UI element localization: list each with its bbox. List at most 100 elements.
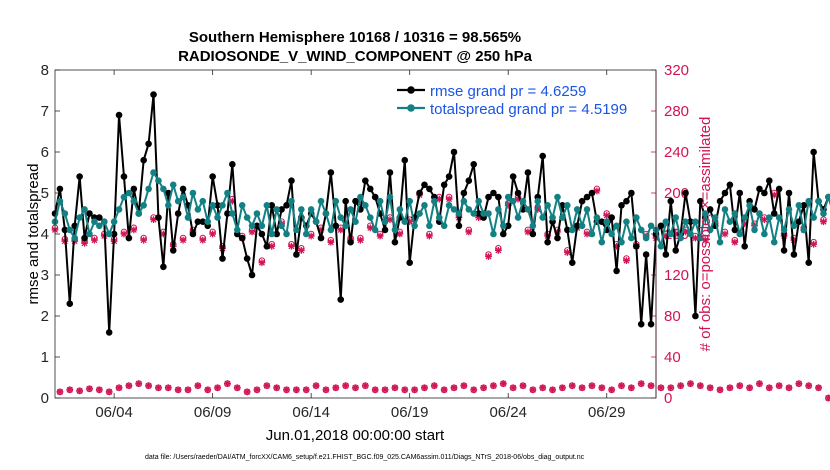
totalspread-point: [125, 189, 133, 197]
totalspread-point: [56, 197, 64, 205]
rmse-point: [632, 243, 640, 250]
rmse-point: [140, 156, 147, 164]
obs-assimilated-point: [135, 380, 143, 388]
obs-assimilated-point: [795, 380, 803, 388]
obs-assimilated-point: [337, 226, 345, 234]
obs-asterisk-stroke: [495, 247, 502, 254]
obs-asterisk-stroke: [66, 386, 73, 393]
obs-assimilated-point: [736, 382, 744, 390]
obs-assimilated-point: [115, 384, 123, 392]
rmse-point: [189, 230, 197, 238]
obs-asterisk-stroke: [249, 228, 256, 235]
obs-asterisk-stroke: [116, 384, 123, 391]
totalspread-series: [51, 169, 830, 250]
rmse-point: [790, 251, 798, 258]
rmse-point: [130, 185, 138, 193]
totalspread-point: [165, 202, 172, 209]
rmse-point: [229, 161, 236, 168]
obs-asterisk-stroke: [687, 380, 694, 387]
obs-assimilated-point: [760, 216, 768, 224]
rmse-point: [96, 214, 103, 221]
y-right-tick-label: 280: [664, 103, 689, 120]
obs-asterisk-stroke: [485, 253, 492, 260]
totalspread-point: [741, 214, 748, 221]
totalspread-point: [268, 230, 276, 238]
obs-assimilated-point: [155, 384, 162, 392]
rmse-point: [554, 234, 561, 242]
rmse-point: [342, 197, 349, 205]
totalspread-point: [298, 206, 305, 213]
obs-assimilated-point: [327, 238, 335, 246]
y-right-tick-label: 320: [664, 62, 689, 79]
rmse-point: [741, 243, 748, 250]
rmse-point: [337, 296, 345, 303]
obs-asterisk-stroke: [623, 257, 630, 264]
obs-asterisk-stroke: [825, 395, 830, 402]
totalspread-point: [766, 214, 773, 221]
totalspread-point: [805, 197, 813, 205]
obs-asterisk-stroke: [342, 382, 349, 389]
totalspread-point: [642, 234, 650, 242]
obs-assimilated-point: [381, 386, 389, 394]
obs-assimilated-point: [731, 238, 739, 246]
obs-assimilated-point: [174, 386, 182, 394]
totalspread-point: [578, 222, 586, 230]
obs-assimilated-point: [499, 380, 507, 388]
rmse-point: [150, 91, 157, 98]
obs-asterisk-stroke: [707, 384, 714, 391]
totalspread-point: [238, 202, 246, 209]
totalspread-point: [736, 230, 744, 238]
obs-assimilated-point: [179, 236, 187, 244]
obs-count-layer: [51, 185, 830, 402]
totalspread-point: [115, 206, 123, 213]
totalspread-point: [169, 181, 177, 189]
rmse-point: [785, 189, 793, 197]
rmse-point: [66, 300, 74, 308]
obs-asterisk-stroke: [175, 386, 182, 393]
obs-asterisk-stroke: [209, 230, 216, 238]
rmse-point: [416, 189, 423, 197]
rmse-point: [721, 189, 729, 197]
totalspread-point: [613, 222, 620, 230]
obs-asterisk-stroke: [135, 380, 142, 387]
rmse-point: [805, 259, 813, 267]
rmse-point: [499, 230, 507, 238]
obs-assimilated-point: [524, 228, 532, 236]
totalspread-point: [647, 222, 655, 230]
totalspread-point: [775, 214, 783, 221]
x-tick-label: 06/14: [292, 404, 330, 421]
rmse-point: [224, 210, 231, 217]
totalspread-point: [288, 197, 295, 205]
obs-assimilated-point: [627, 384, 635, 392]
obs-asterisk-stroke: [327, 239, 334, 246]
totalspread-point: [628, 234, 635, 242]
totalspread-point: [519, 197, 527, 205]
y-right-tick-label: 240: [664, 144, 689, 161]
obs-asterisk-stroke: [283, 386, 290, 393]
obs-asterisk-stroke: [81, 240, 88, 247]
totalspread-point: [86, 230, 93, 238]
totalspread-point: [470, 210, 478, 217]
obs-assimilated-point: [618, 382, 625, 390]
y-left-tick-label: 4: [41, 226, 49, 243]
rmse-point: [583, 193, 591, 201]
totalspread-point: [475, 197, 482, 205]
obs-assimilated-point: [445, 195, 453, 203]
obs-asterisk-stroke: [608, 386, 615, 393]
x-tick-label: 06/19: [391, 404, 429, 421]
obs-assimilated-point: [460, 382, 468, 390]
obs-asterisk-stroke: [391, 384, 398, 391]
totalspread-point: [214, 214, 221, 221]
obs-assimilated-point: [263, 382, 271, 390]
obs-assimilated-point: [485, 253, 492, 260]
obs-assimilated-point: [302, 386, 310, 394]
rmse-point: [421, 181, 428, 189]
obs-asterisk-stroke: [234, 384, 241, 391]
totalspread-point: [677, 234, 684, 242]
obs-asterisk-stroke: [106, 388, 113, 395]
obs-assimilated-point: [765, 384, 773, 392]
obs-assimilated-point: [56, 388, 64, 396]
obs-assimilated-point: [297, 247, 305, 254]
totalspread-point: [337, 214, 345, 221]
rmse-point: [539, 152, 546, 160]
